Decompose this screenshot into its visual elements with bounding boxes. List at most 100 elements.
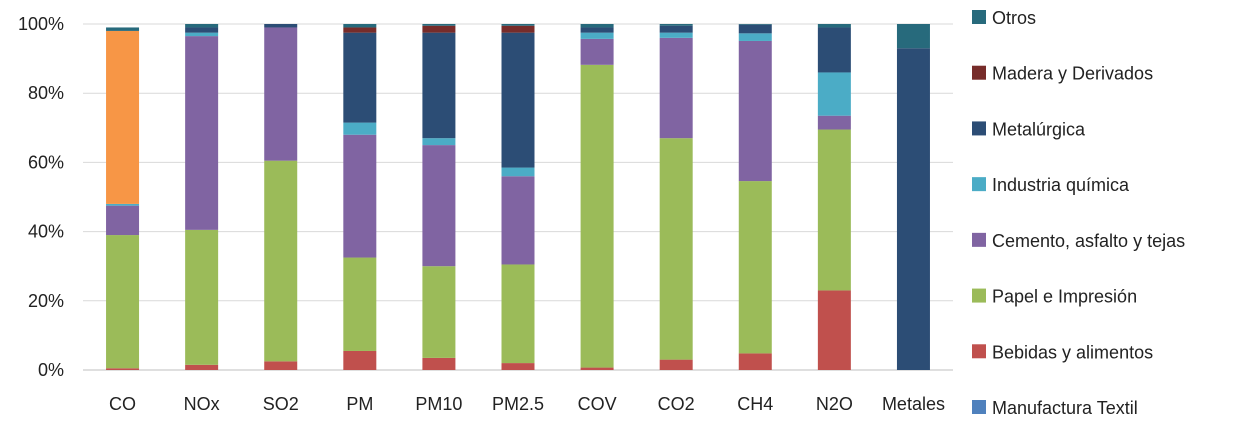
bar-segment-PM2.5-6 <box>501 25 535 33</box>
bar-segment-COV-2 <box>580 64 614 368</box>
bar-segment-NOx-3 <box>185 36 219 230</box>
x-tick-label: N2O <box>816 394 853 414</box>
bar-segment-N2O-2 <box>817 129 851 291</box>
bar-segment-NOx-7 <box>185 24 219 28</box>
legend-label: Metalúrgica <box>992 119 1086 139</box>
legend-swatch <box>972 177 986 192</box>
legend-label: Industria química <box>992 175 1130 195</box>
bar-segment-PM-7 <box>343 24 377 28</box>
bar-segment-PM2.5-2 <box>501 264 535 364</box>
bar-segment-COV-7 <box>580 24 614 28</box>
x-axis-tick-labels: CO NOx SO2 PM PM10 PM2.5 COV CO2 CH4 N2O Metales <box>109 394 945 414</box>
bar-segment-COV-3 <box>580 38 614 65</box>
bar-segment-CO2-2 <box>659 138 693 360</box>
bar-segment-CO2-4 <box>659 32 693 38</box>
y-tick-label: 100% <box>18 14 64 34</box>
bar-segment-CH4-3 <box>738 40 772 182</box>
bar-segment-CH4-7 <box>738 24 772 25</box>
bar-segment-PM10-2 <box>422 266 456 358</box>
bar-segment-SO2-1 <box>264 361 298 370</box>
y-tick-label: 20% <box>28 291 64 311</box>
bar-segment-COV-4 <box>580 32 614 39</box>
legend-swatch <box>972 400 986 414</box>
x-tick-label: CO <box>109 394 136 414</box>
bar-segment-CO-3 <box>106 205 140 236</box>
bar-segment-PM10-5 <box>422 32 456 139</box>
bar-segment-CO-extra-0 <box>106 30 140 204</box>
bar-segment-CO-1 <box>106 368 140 370</box>
x-tick-label: CH4 <box>737 394 773 414</box>
bar-segment-SO2-2 <box>264 160 298 362</box>
bar-segment-PM-3 <box>343 134 377 258</box>
bar-segment-PM2.5-5 <box>501 32 535 168</box>
bar-segment-N2O-7 <box>817 24 851 28</box>
bar-segment-CO2-1 <box>659 359 693 370</box>
bar-segment-Metales-7 <box>896 24 930 49</box>
bar-segment-NOx-2 <box>185 229 219 365</box>
y-tick-label: 0% <box>38 360 64 380</box>
x-tick-label: COV <box>578 394 617 414</box>
bar-segment-Metales-5 <box>896 48 930 370</box>
bar-segment-COV-1 <box>580 367 614 370</box>
bar-segment-PM2.5-4 <box>501 167 535 177</box>
bar-segment-PM2.5-1 <box>501 363 535 370</box>
bar-segment-NOx-4 <box>185 32 219 37</box>
legend-swatch <box>972 232 986 247</box>
x-tick-label: PM <box>346 394 373 414</box>
bar-segment-PM10-4 <box>422 138 456 146</box>
legend-swatch <box>972 344 986 359</box>
x-tick-label: NOx <box>184 394 220 414</box>
legend-label: Cemento, asfalto y tejas <box>992 231 1185 251</box>
bar-segment-CH4-2 <box>738 181 772 354</box>
y-tick-label: 80% <box>28 83 64 103</box>
y-tick-label: 60% <box>28 152 64 172</box>
bar-segment-N2O-5 <box>817 27 851 73</box>
bar-segment-PM2.5-3 <box>501 176 535 265</box>
legend-swatch <box>972 288 986 303</box>
legend-label: Papel e Impresión <box>992 287 1137 307</box>
bar-segment-SO2-5 <box>264 24 298 28</box>
bar-segment-NOx-5 <box>185 27 219 33</box>
bar-segment-CO2-5 <box>659 25 693 33</box>
bar-segment-CO2-3 <box>659 37 693 139</box>
bar-segment-NOx-1 <box>185 364 219 370</box>
x-tick-label: CO2 <box>658 394 695 414</box>
bar-segment-CO2-7 <box>659 24 693 26</box>
bar-segment-PM-1 <box>343 350 377 370</box>
x-tick-label: PM2.5 <box>492 394 544 414</box>
bar-segment-PM10-7 <box>422 24 456 26</box>
legend-swatch <box>972 10 986 24</box>
bar-segment-PM2.5-7 <box>501 24 535 26</box>
legend-swatch <box>972 121 986 136</box>
bar-segment-PM-2 <box>343 257 377 351</box>
bar-segment-COV-5 <box>580 27 614 33</box>
legend-label: Otros <box>992 8 1036 28</box>
bar-segment-CO-7 <box>106 27 140 31</box>
x-tick-label: Metales <box>882 394 945 414</box>
bar-segment-PM-6 <box>343 27 377 33</box>
bar-segment-N2O-3 <box>817 115 851 130</box>
legend-label: Madera y Derivados <box>992 64 1153 84</box>
bar-segment-N2O-4 <box>817 72 851 116</box>
bar-segment-CH4-4 <box>738 33 772 41</box>
bar-segment-PM-4 <box>343 122 377 135</box>
bar-segment-CH4-1 <box>738 353 772 370</box>
bars <box>106 24 930 370</box>
legend-swatch <box>972 65 986 80</box>
bar-segment-PM-5 <box>343 32 377 123</box>
bar-segment-CH4-5 <box>738 24 772 34</box>
x-tick-label: SO2 <box>263 394 299 414</box>
bar-segment-CO-2 <box>106 235 140 369</box>
bar-segment-N2O-1 <box>817 290 851 370</box>
bar-segment-SO2-3 <box>264 27 298 161</box>
bar-segment-PM10-3 <box>422 145 456 267</box>
legend: Otros Madera y Derivados Metalúrgica Indust… <box>972 8 1185 418</box>
legend-label: Manufactura Textil <box>992 398 1138 418</box>
y-tick-label: 40% <box>28 222 64 242</box>
bar-segment-PM10-1 <box>422 357 456 370</box>
bar-segment-CO-4 <box>106 203 140 206</box>
legend-label: Bebidas y alimentos <box>992 342 1153 362</box>
x-tick-label: PM10 <box>415 394 462 414</box>
bar-segment-PM10-6 <box>422 25 456 33</box>
